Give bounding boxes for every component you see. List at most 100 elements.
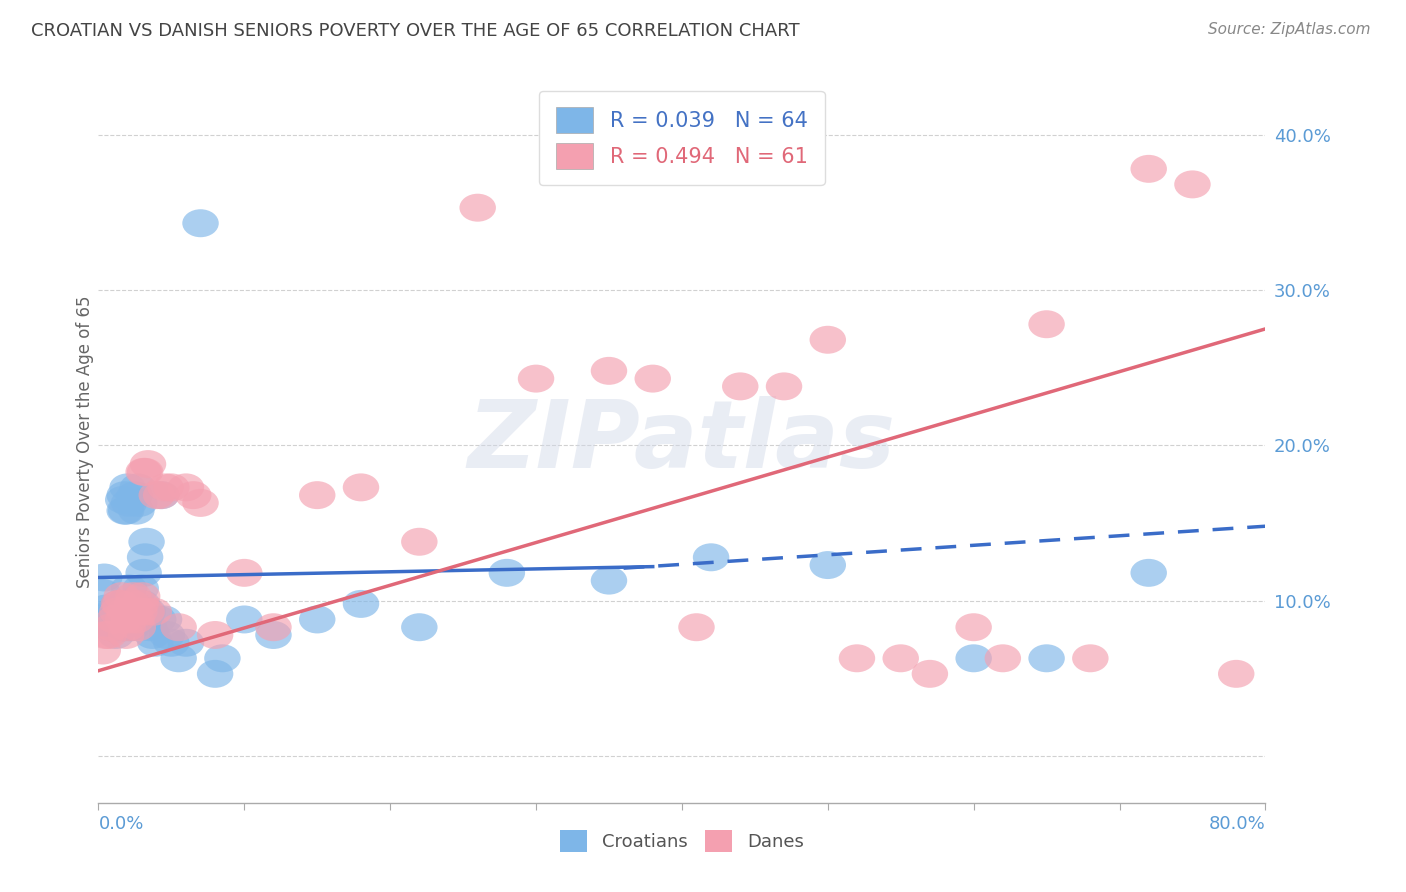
Ellipse shape (120, 613, 156, 641)
Text: Source: ZipAtlas.com: Source: ZipAtlas.com (1208, 22, 1371, 37)
Ellipse shape (100, 615, 135, 643)
Ellipse shape (117, 606, 153, 633)
Ellipse shape (1130, 559, 1167, 587)
Ellipse shape (141, 606, 177, 633)
Ellipse shape (115, 582, 152, 610)
Text: 80.0%: 80.0% (1209, 815, 1265, 833)
Ellipse shape (125, 458, 162, 486)
Text: 0.0%: 0.0% (98, 815, 143, 833)
Ellipse shape (108, 621, 145, 649)
Ellipse shape (90, 602, 127, 631)
Ellipse shape (839, 644, 875, 673)
Ellipse shape (121, 598, 157, 625)
Ellipse shape (723, 372, 758, 401)
Ellipse shape (256, 613, 291, 641)
Ellipse shape (100, 598, 135, 625)
Ellipse shape (149, 621, 186, 649)
Ellipse shape (984, 644, 1021, 673)
Ellipse shape (1218, 660, 1254, 688)
Ellipse shape (197, 621, 233, 649)
Ellipse shape (107, 598, 143, 625)
Ellipse shape (89, 606, 125, 633)
Ellipse shape (197, 660, 233, 688)
Ellipse shape (146, 606, 183, 633)
Ellipse shape (226, 559, 263, 587)
Ellipse shape (129, 450, 166, 478)
Ellipse shape (139, 481, 174, 509)
Ellipse shape (122, 590, 159, 618)
Ellipse shape (167, 629, 204, 657)
Ellipse shape (143, 481, 180, 509)
Ellipse shape (766, 372, 803, 401)
Ellipse shape (460, 194, 496, 222)
Ellipse shape (1174, 170, 1211, 198)
Ellipse shape (112, 590, 149, 618)
Ellipse shape (160, 644, 197, 673)
Ellipse shape (256, 621, 291, 649)
Ellipse shape (117, 481, 153, 509)
Ellipse shape (153, 474, 190, 501)
Ellipse shape (86, 564, 122, 591)
Ellipse shape (105, 590, 142, 618)
Ellipse shape (97, 621, 134, 649)
Ellipse shape (111, 574, 148, 602)
Ellipse shape (114, 613, 150, 641)
Ellipse shape (160, 613, 197, 641)
Y-axis label: Seniors Poverty Over the Age of 65: Seniors Poverty Over the Age of 65 (76, 295, 94, 588)
Ellipse shape (174, 481, 211, 509)
Ellipse shape (343, 590, 380, 618)
Ellipse shape (135, 598, 172, 625)
Ellipse shape (131, 613, 167, 641)
Ellipse shape (134, 621, 170, 649)
Ellipse shape (517, 365, 554, 392)
Ellipse shape (634, 365, 671, 392)
Ellipse shape (956, 644, 991, 673)
Ellipse shape (343, 474, 380, 501)
Legend: Croatians, Danes: Croatians, Danes (553, 822, 811, 859)
Ellipse shape (112, 598, 149, 625)
Ellipse shape (122, 574, 159, 602)
Ellipse shape (956, 613, 991, 641)
Ellipse shape (299, 481, 336, 509)
Ellipse shape (489, 559, 524, 587)
Ellipse shape (591, 566, 627, 595)
Ellipse shape (124, 590, 160, 618)
Ellipse shape (226, 606, 263, 633)
Ellipse shape (121, 489, 157, 516)
Ellipse shape (127, 543, 163, 571)
Ellipse shape (810, 326, 846, 354)
Ellipse shape (125, 559, 162, 587)
Ellipse shape (401, 528, 437, 556)
Ellipse shape (108, 497, 145, 524)
Ellipse shape (84, 637, 121, 665)
Ellipse shape (103, 613, 139, 641)
Ellipse shape (105, 486, 142, 514)
Ellipse shape (94, 598, 131, 625)
Ellipse shape (111, 489, 148, 516)
Ellipse shape (148, 474, 184, 501)
Ellipse shape (128, 528, 165, 556)
Ellipse shape (110, 474, 146, 501)
Ellipse shape (96, 606, 132, 633)
Ellipse shape (117, 598, 153, 625)
Ellipse shape (87, 621, 124, 649)
Ellipse shape (103, 606, 139, 633)
Ellipse shape (101, 590, 136, 618)
Ellipse shape (401, 613, 437, 641)
Ellipse shape (911, 660, 948, 688)
Ellipse shape (127, 458, 163, 486)
Ellipse shape (1073, 644, 1108, 673)
Ellipse shape (101, 590, 136, 618)
Ellipse shape (118, 497, 155, 524)
Ellipse shape (183, 489, 219, 516)
Text: CROATIAN VS DANISH SENIORS POVERTY OVER THE AGE OF 65 CORRELATION CHART: CROATIAN VS DANISH SENIORS POVERTY OVER … (31, 22, 800, 40)
Ellipse shape (120, 474, 156, 501)
Ellipse shape (136, 629, 173, 657)
Ellipse shape (883, 644, 920, 673)
Ellipse shape (87, 595, 124, 623)
Ellipse shape (1028, 310, 1064, 338)
Ellipse shape (1130, 155, 1167, 183)
Ellipse shape (124, 582, 160, 610)
Ellipse shape (90, 621, 127, 649)
Ellipse shape (129, 598, 166, 625)
